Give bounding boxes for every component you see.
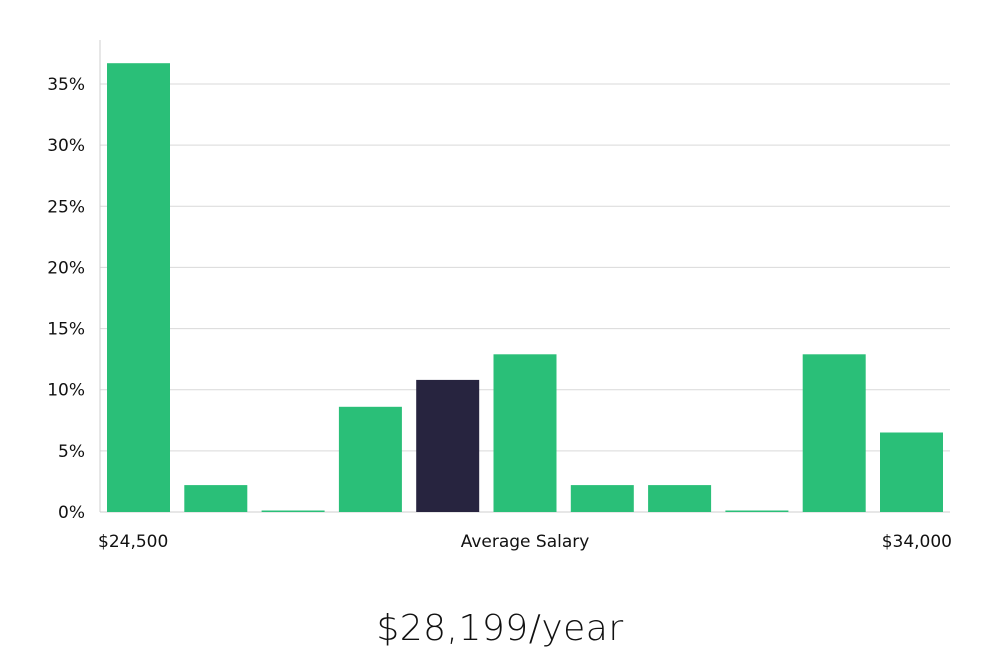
- y-tick-label: 20%: [47, 258, 85, 278]
- x-max-label: $34,000: [882, 532, 952, 552]
- y-tick-label: 25%: [47, 197, 85, 217]
- bar: [880, 432, 943, 512]
- y-tick-label: 35%: [47, 75, 85, 95]
- bar: [493, 354, 557, 512]
- y-tick-label: 5%: [58, 442, 85, 462]
- bar: [261, 510, 325, 512]
- y-tick-label: 10%: [47, 381, 85, 401]
- bar: [338, 406, 402, 512]
- bar: [570, 485, 634, 512]
- bar-highlighted: [416, 379, 480, 512]
- x-axis-title: Average Salary: [461, 532, 590, 552]
- average-salary-value: $28,199/year: [376, 608, 624, 649]
- bar: [184, 485, 248, 512]
- y-tick-labels: 0% 5% 10% 15% 20% 25% 30% 35%: [47, 75, 85, 523]
- bar: [648, 485, 712, 512]
- x-min-label: $24,500: [98, 532, 168, 552]
- bar: [107, 63, 170, 512]
- bar: [802, 354, 866, 512]
- y-tick-label: 30%: [47, 136, 85, 156]
- y-tick-label: 15%: [47, 320, 85, 340]
- y-tick-label: 0%: [58, 503, 85, 523]
- grid-layer: [100, 83, 950, 452]
- bars-layer: [107, 63, 943, 512]
- bar: [725, 510, 789, 512]
- chart-svg: 0% 5% 10% 15% 20% 25% 30% 35% $24,500 Average S…: [47, 40, 952, 552]
